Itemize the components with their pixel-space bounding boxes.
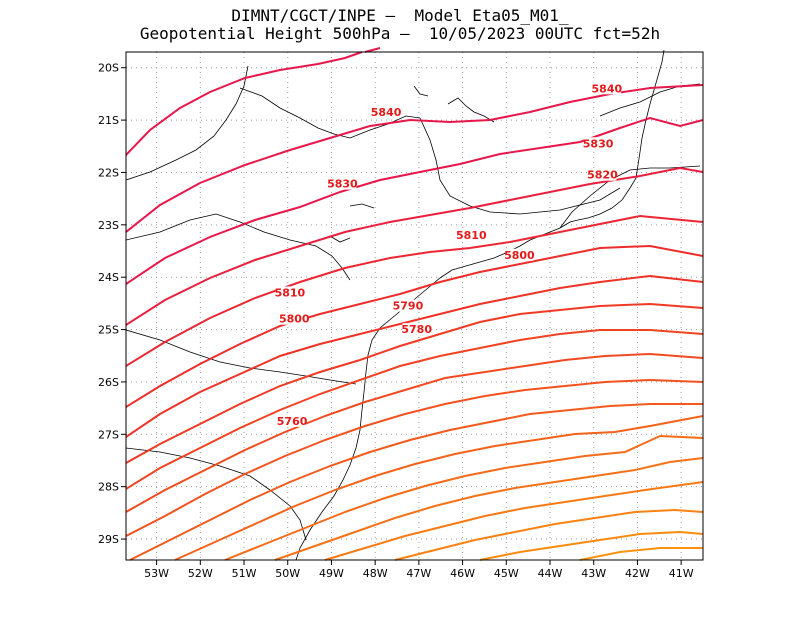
- contour-line: [125, 116, 704, 285]
- tick-label-lat: 21S: [98, 114, 119, 127]
- contour-line: [125, 214, 704, 367]
- map-frame: [125, 51, 704, 561]
- contour-label: 5840: [592, 82, 623, 95]
- contour-line: [224, 434, 704, 561]
- contour-line: [274, 457, 704, 561]
- tick-label-lat: 23S: [98, 219, 119, 232]
- tick-label-lon: 53W: [144, 567, 169, 580]
- contour-label: 5810: [275, 287, 306, 300]
- reservoir: [349, 203, 375, 209]
- contour-line: [174, 415, 704, 561]
- contour-label-bg: [393, 299, 422, 312]
- tick-label-lat: 20S: [98, 62, 119, 75]
- tick-label-lat: 26S: [98, 376, 119, 389]
- tick-label-lon: 47W: [406, 567, 431, 580]
- contour-label-bg: [402, 323, 431, 336]
- contour-label-bg: [275, 286, 304, 299]
- contour-label-bg: [592, 82, 621, 95]
- state-border-sp-pr: [125, 213, 351, 281]
- contour-label: 5810: [456, 229, 487, 242]
- tick-label-lat: 27S: [98, 428, 119, 441]
- contour-label-bg: [588, 168, 617, 181]
- state-border-ms: [125, 65, 249, 181]
- tick-label-lat: 28S: [98, 481, 119, 494]
- tick-label-lat: 24S: [98, 271, 119, 284]
- contour-line: [394, 508, 704, 561]
- contour-label: 5800: [504, 249, 535, 262]
- reservoir: [413, 85, 429, 97]
- tick-label-lon: 43W: [581, 567, 606, 580]
- contour-label-bg: [372, 105, 401, 118]
- contour-label: 5760: [277, 415, 308, 428]
- state-border-pr-sc: [125, 329, 357, 385]
- tick-label-lon: 44W: [538, 567, 563, 580]
- contour-label-bg: [505, 248, 534, 261]
- contour-label: 5800: [279, 313, 310, 326]
- contour-line: [125, 244, 704, 408]
- tick-label-lon: 46W: [450, 567, 475, 580]
- tick-label-lon: 51W: [232, 567, 257, 580]
- contour-label-bg: [280, 312, 309, 325]
- contour-line: [125, 51, 363, 156]
- contour-label: 5840: [371, 106, 402, 119]
- tick-label-lon: 45W: [494, 567, 519, 580]
- contour-label-bg: [584, 137, 613, 150]
- contour-line: [579, 547, 703, 561]
- contour-line: [125, 274, 704, 438]
- map-title-line2: Geopotential Height 500hPa – 10/05/2023 …: [139, 24, 661, 43]
- tick-label-lon: 41W: [669, 567, 694, 580]
- contour-line: [125, 378, 704, 537]
- contour-line: [324, 481, 704, 561]
- contour-line: [479, 530, 704, 561]
- coastline-and-borders: [125, 49, 701, 561]
- map-title-line1: DIMNT/CGCT/INPE – Model Eta05_M01_: [231, 6, 569, 25]
- contour-line: [125, 352, 704, 513]
- contour-line: [125, 329, 704, 490]
- contour-line: [125, 166, 704, 326]
- axis-ticks: 53W 52W 51W 50W 49W 48W 47W 46W 45W 44W 43W 42W 41W 2…: [98, 62, 694, 580]
- tick-label-lon: 52W: [188, 567, 213, 580]
- tick-label-lon: 50W: [275, 567, 300, 580]
- tick-label-lon: 48W: [363, 567, 388, 580]
- reservoir: [447, 97, 495, 123]
- state-border-rj: [559, 165, 701, 229]
- contour-line: [125, 302, 704, 464]
- contour-label: 5790: [393, 300, 424, 313]
- contour-line: [125, 84, 704, 233]
- contour-label-bg: [278, 414, 307, 427]
- contour-label: 5830: [327, 178, 358, 191]
- geopotential-contours: [125, 47, 704, 561]
- state-border-mg-sp: [239, 87, 421, 139]
- contour-label: 5820: [587, 169, 618, 182]
- contour-label-bg: [328, 177, 357, 190]
- tick-label-lon: 42W: [625, 567, 650, 580]
- state-border-sc-rs: [125, 447, 307, 541]
- contour-line: [364, 47, 381, 53]
- coastline: [295, 49, 665, 561]
- tick-label-lat: 22S: [98, 166, 119, 179]
- state-border-mg-es: [419, 117, 621, 215]
- contour-line: [129, 403, 703, 561]
- tick-label-lon: 49W: [319, 567, 344, 580]
- contour-labels: 5840 5840 5830 5830 5820 5810 5810 5800 5800 5790…: [275, 82, 623, 428]
- contour-label-bg: [457, 228, 486, 241]
- tick-label-lat: 29S: [98, 533, 119, 546]
- tick-label-lat: 25S: [98, 324, 119, 337]
- contour-label: 5780: [401, 323, 432, 336]
- contour-label: 5830: [583, 137, 614, 150]
